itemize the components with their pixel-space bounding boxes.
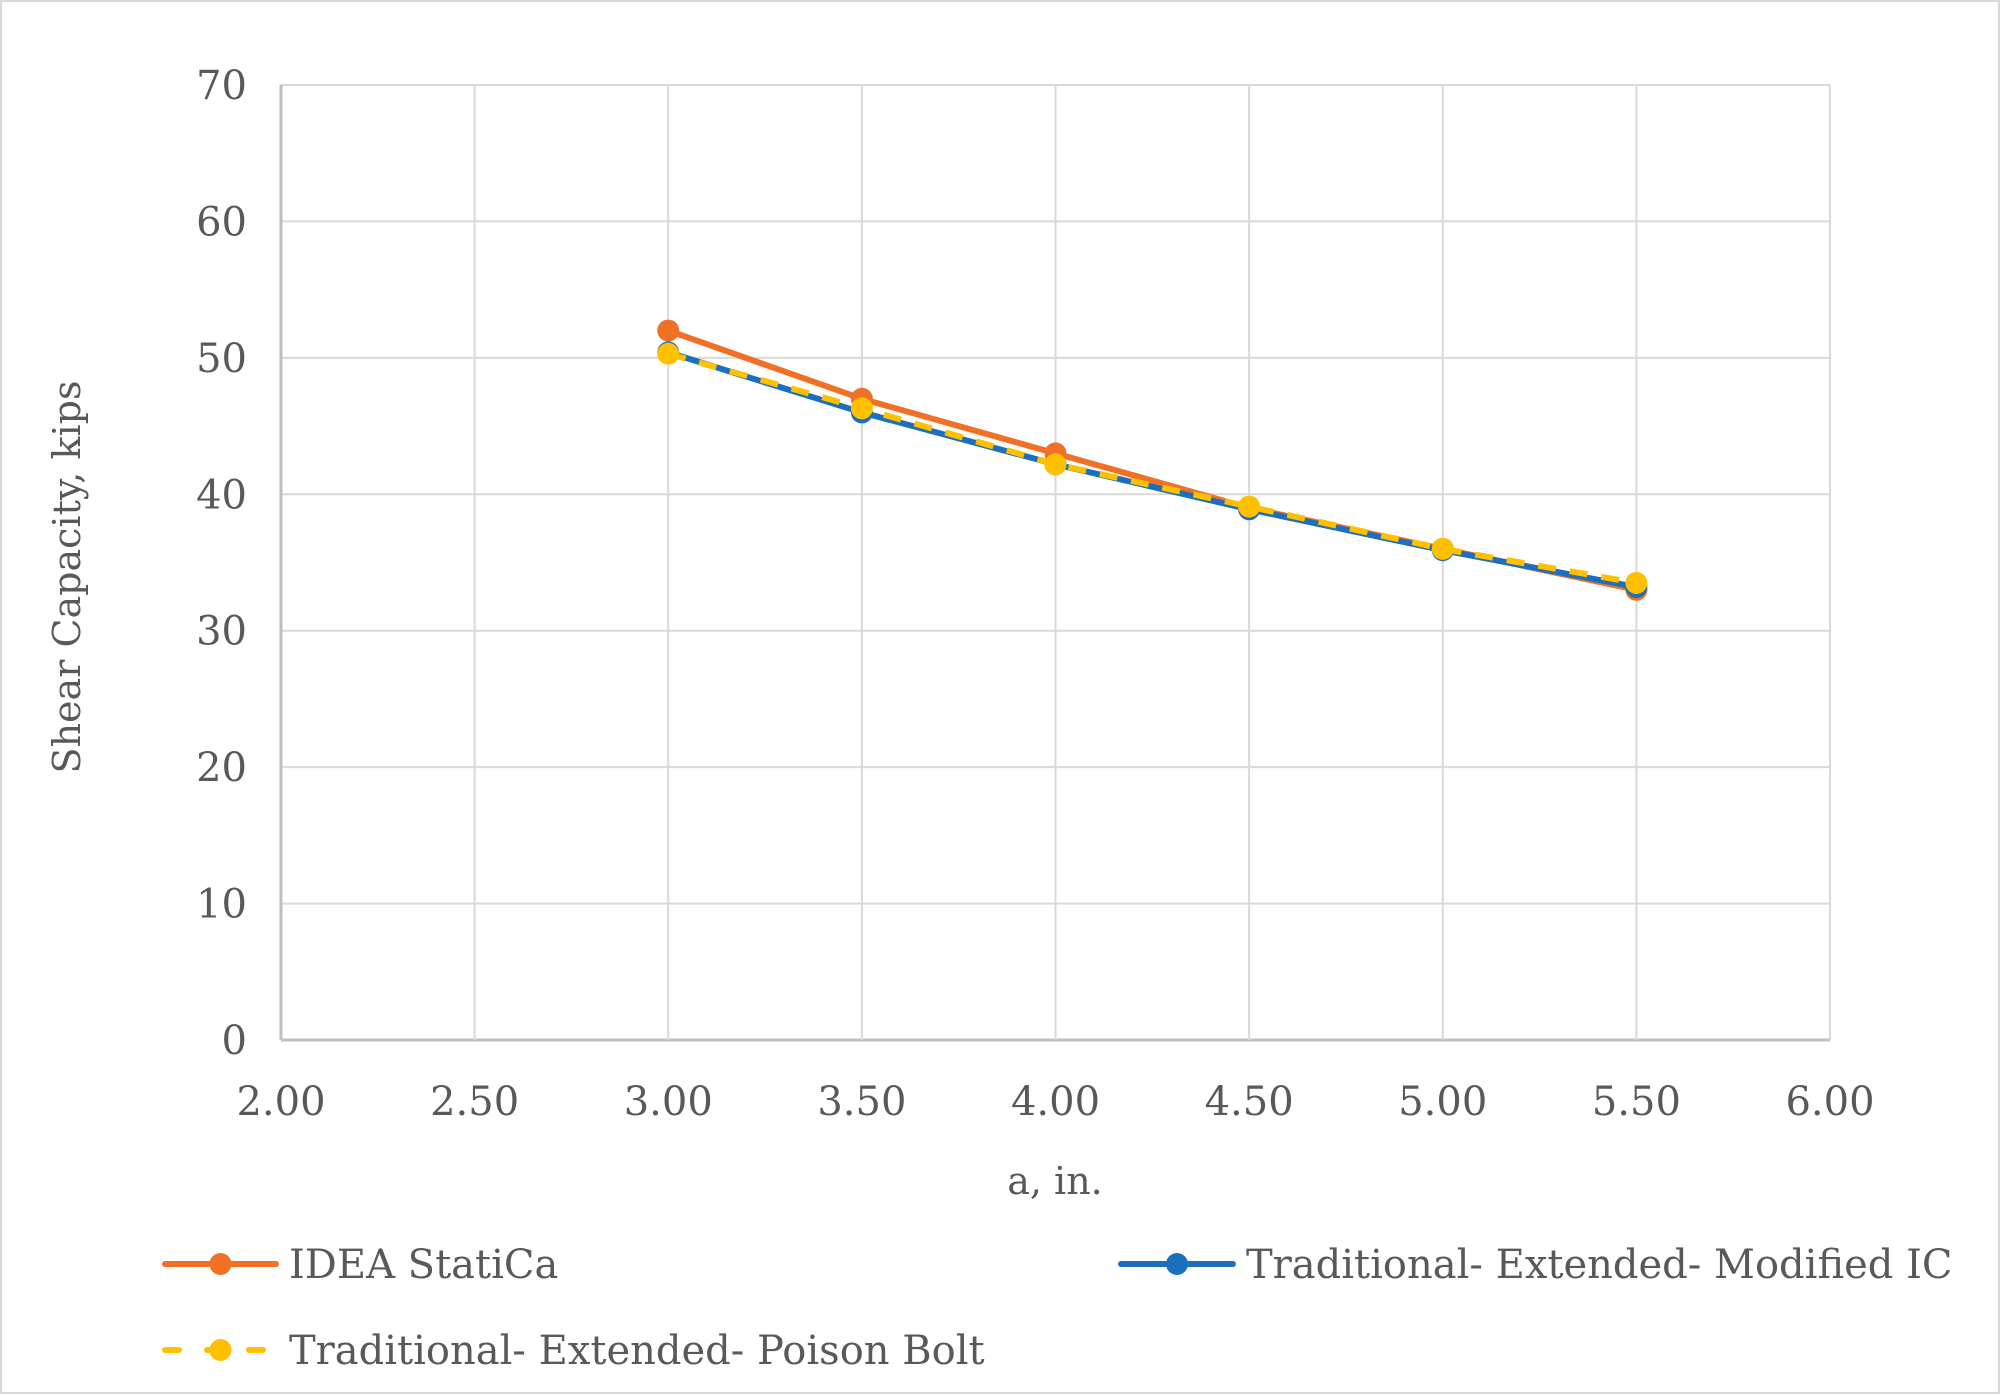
x-tick-label: 4.00 (1011, 1079, 1100, 1125)
x-tick-label: 3.50 (817, 1079, 906, 1125)
legend-label: Traditional- Extended- Modified IC (1246, 1242, 1953, 1288)
y-tick-label: 20 (196, 745, 247, 791)
x-axis-title: a, in. (1007, 1159, 1103, 1203)
data-series (657, 319, 1648, 601)
y-tick-label: 10 (196, 882, 247, 928)
gridlines (279, 84, 1831, 1042)
series-2 (657, 342, 1648, 594)
legend-item-idea-statica[interactable]: IDEA StatiCa (162, 1242, 558, 1288)
series-line (667, 350, 1637, 586)
legend-line-marker-icon (1118, 1253, 1236, 1275)
series-line (665, 327, 1640, 593)
legend-label: IDEA StatiCa (289, 1242, 558, 1288)
legend-line-marker-icon (162, 1339, 279, 1361)
data-point-marker (1431, 537, 1454, 560)
y-tick-label: 60 (196, 199, 247, 245)
x-tick-label: 2.00 (236, 1079, 325, 1125)
legend-item-modified-ic[interactable]: Traditional- Extended- Modified IC (1118, 1242, 1953, 1288)
y-tick-label: 30 (196, 609, 247, 655)
data-point-marker (850, 397, 873, 420)
y-tick-label: 40 (196, 472, 247, 518)
data-point-marker (657, 342, 680, 365)
x-tick-label: 3.00 (624, 1079, 713, 1125)
x-tick-label: 5.00 (1398, 1079, 1487, 1125)
data-point-marker (1625, 571, 1648, 594)
x-axis-tick-labels: 2.00 2.50 3.00 3.50 4.00 4.50 5.00 5.50 6.00 (236, 1079, 1874, 1125)
x-tick-label: 2.50 (430, 1079, 519, 1125)
legend-line-marker-icon (162, 1253, 279, 1275)
legend: IDEA StatiCa Traditional- Extended- Modi… (162, 1242, 1953, 1374)
x-tick-label: 5.50 (1592, 1079, 1681, 1125)
data-point-marker (1238, 495, 1261, 518)
series-line (665, 349, 1640, 591)
y-axis-tick-labels: 0 10 20 30 40 50 60 70 (196, 63, 247, 1064)
x-tick-label: 6.00 (1785, 1079, 1874, 1125)
legend-marker (209, 1339, 232, 1361)
y-tick-label: 70 (196, 63, 247, 109)
legend-marker (1166, 1253, 1188, 1275)
y-tick-label: 50 (196, 336, 247, 382)
x-tick-label: 4.50 (1205, 1079, 1294, 1125)
legend-label: Traditional- Extended- Poison Bolt (289, 1328, 985, 1374)
y-axis-title: Shear Capacity, kips (45, 381, 89, 774)
legend-item-poison-bolt[interactable]: Traditional- Extended- Poison Bolt (162, 1328, 985, 1374)
data-point-marker (1044, 453, 1067, 476)
legend-marker (209, 1253, 232, 1275)
data-point-marker (657, 319, 680, 342)
y-tick-label: 0 (222, 1018, 247, 1064)
